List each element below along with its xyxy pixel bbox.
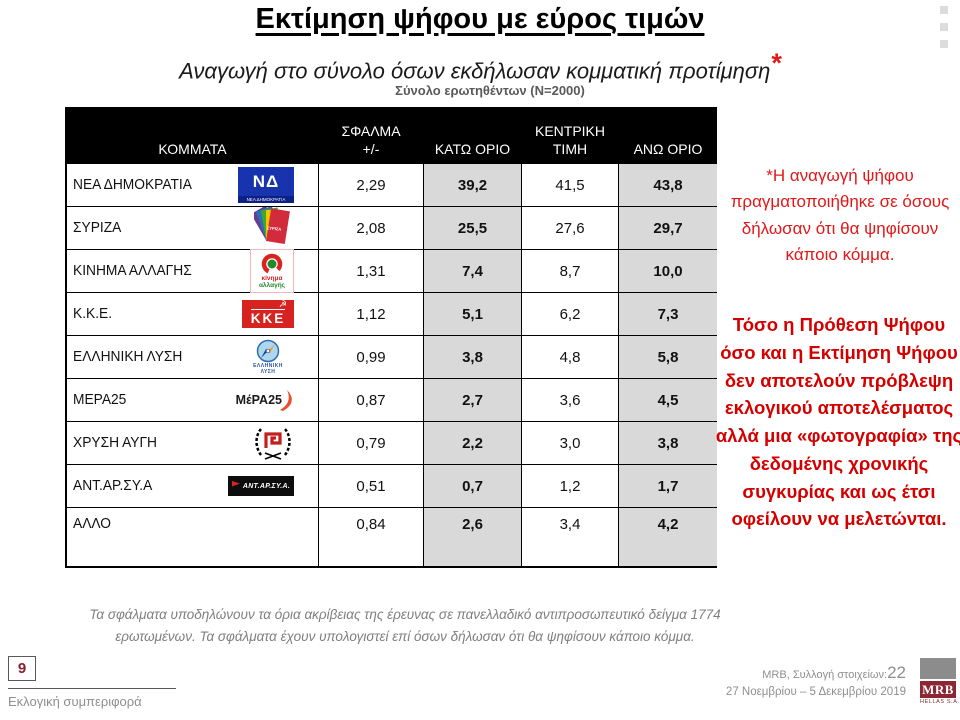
elliniki-lysi-logo: ΕΛΛΗΝΙΚΗ ΛΥΣΗ: [242, 339, 294, 376]
high-value: 3,8: [619, 422, 717, 465]
syriza-logo: ΣΥΡΙΖΑ: [254, 207, 294, 249]
mera25-logo: ΜέΡΑ25: [236, 388, 294, 412]
wreath-meander-icon: [255, 428, 291, 460]
party-name: ΕΛΛΗΝΙΚΗ ΛΥΣΗ: [73, 349, 183, 365]
high-value: 7,3: [619, 293, 717, 336]
party-name: ΜΕΡΑ25: [73, 392, 127, 408]
corner-marks: [940, 6, 950, 57]
central-value: 27,6: [522, 207, 619, 250]
corner-mark-icon: [940, 23, 948, 31]
error-value: 0,99: [319, 336, 424, 379]
header-central: ΚΕΝΤΡΙΚΗ ΤΙΜΗ: [522, 109, 619, 164]
mrb-logo-subtext: HELLAS S.A.: [920, 699, 960, 705]
header-parties: ΚΟΜΜΑΤΑ: [67, 109, 319, 164]
header-low: ΚΑΤΩ ΟΡΙΟ: [424, 109, 522, 164]
el-caption-line2: ΛΥΣΗ: [260, 369, 276, 375]
error-value: 0,84: [319, 508, 424, 566]
antarsya-logo: ΑΝΤ.ΑΡ.ΣΥ.Α.: [228, 476, 294, 496]
footer-section-label: Εκλογική συμπεριφορά: [8, 694, 142, 709]
party-name: Κ.Κ.Ε.: [73, 306, 113, 322]
low-value: 39,2: [424, 164, 522, 207]
xrysi-aygi-logo: [252, 424, 294, 462]
mera25-caption: ΜέΡΑ25: [235, 393, 282, 407]
central-value: 41,5: [522, 164, 619, 207]
hammer-sickle-icon: ☭: [278, 299, 287, 309]
nea-dimokratia-logo: ΝΔ ΝΕΑ ΔΗΜΟΚΡΑΤΙΑ: [238, 167, 294, 203]
page-title: Εκτίμηση ψήφου με εύρος τιμών: [255, 3, 705, 35]
central-value: 3,6: [522, 379, 619, 422]
warning-note: Τόσο η Πρόθεση Ψήφου όσο και η Εκτίμηση …: [715, 314, 960, 530]
kinal-swirl-icon: [261, 253, 283, 274]
high-value: 43,8: [619, 164, 717, 207]
error-value: 1,12: [319, 293, 424, 336]
corner-mark-icon: [940, 40, 948, 48]
compass-icon: [256, 339, 280, 362]
nd-caption: ΝΕΑ ΔΗΜΟΚΡΑΤΙΑ: [238, 196, 294, 203]
source-label: MRB, Συλλογή στοιχείων:: [762, 669, 888, 681]
central-value: 4,8: [522, 336, 619, 379]
error-value: 2,29: [319, 164, 424, 207]
low-value: 3,8: [424, 336, 522, 379]
footer-source: MRB, Συλλογή στοιχείων:22 27 Νοεμβρίου –…: [600, 662, 906, 700]
kinima-allagis-logo: κίνημα αλλαγής: [250, 249, 294, 293]
error-value: 0,79: [319, 422, 424, 465]
asterisk-note: *Η αναγωγή ψήφου πραγματοποιήθηκε σε όσο…: [730, 166, 950, 265]
low-value: 2,7: [424, 379, 522, 422]
footer-divider: [8, 688, 176, 689]
party-name: ΧΡΥΣΗ ΑΥΓΗ: [73, 435, 157, 451]
party-name: ΑΛΛΟ: [73, 516, 112, 532]
party-name: ΑΝΤ.ΑΡ.ΣΥ.Α: [73, 478, 153, 494]
low-value: 7,4: [424, 250, 522, 293]
central-value: 3,0: [522, 422, 619, 465]
party-name: ΝΕΑ ΔΗΜΟΚΡΑΤΙΑ: [73, 177, 192, 193]
el-caption-line1: ΕΛΛΗΝΙΚΗ: [253, 362, 283, 369]
error-value: 1,31: [319, 250, 424, 293]
high-value: 10,0: [619, 250, 717, 293]
error-value: 2,08: [319, 207, 424, 250]
syriza-flag-icon: [254, 207, 290, 244]
flame-swoosh-icon: [280, 390, 292, 411]
mrb-logo-text: MRB: [920, 681, 956, 698]
central-value: 3,4: [522, 508, 619, 566]
error-value: 0,51: [319, 465, 424, 508]
page-number-box: 9: [8, 656, 36, 681]
low-value: 2,6: [424, 508, 522, 566]
kke-logo: ☭ ΚΚΕ: [242, 300, 294, 328]
header-error: ΣΦΑΛΜΑ +/-: [319, 109, 424, 164]
source-number: 22: [887, 663, 906, 682]
antarsya-caption: ΑΝΤ.ΑΡ.ΣΥ.Α.: [242, 482, 291, 490]
high-value: 29,7: [619, 207, 717, 250]
high-value: 4,2: [619, 508, 717, 566]
nd-initials: ΝΔ: [252, 171, 280, 191]
high-value: 1,7: [619, 465, 717, 508]
error-margin-footnote: Τα σφάλματα υποδηλώνουν τα όρια ακρίβεια…: [89, 607, 721, 645]
header-high: ΑΝΩ ΟΡΙΟ: [619, 109, 717, 164]
high-value: 4,5: [619, 379, 717, 422]
mrb-logo: MRB HELLAS S.A.: [920, 658, 960, 705]
low-value: 25,5: [424, 207, 522, 250]
page-subtitle: Αναγωγή στο σύνολο όσων εκδήλωσαν κομματ…: [0, 46, 960, 84]
sample-size-note: Σύνολο ερωτηθέντων (N=2000): [395, 83, 585, 98]
high-value: 5,8: [619, 336, 717, 379]
fieldwork-dates: 27 Νοεμβρίου – 5 Δεκεμβρίου 2019: [725, 685, 906, 698]
kinal-caption-line2: αλλαγής: [258, 282, 286, 289]
low-value: 0,7: [424, 465, 522, 508]
kinal-caption-line1: κίνημα: [261, 274, 283, 282]
party-name: ΚΙΝΗΜΑ ΑΛΛΑΓΗΣ: [73, 263, 192, 279]
central-value: 8,7: [522, 250, 619, 293]
low-value: 5,1: [424, 293, 522, 336]
mrb-logo-gray-block: [920, 658, 956, 679]
party-name: ΣΥΡΙΖΑ: [73, 220, 122, 236]
asterisk-marker: *: [771, 48, 782, 78]
kke-caption: ΚΚΕ: [250, 308, 286, 326]
central-value: 6,2: [522, 293, 619, 336]
error-value: 0,87: [319, 379, 424, 422]
results-table: ΚΟΜΜΑΤΑ ΣΦΑΛΜΑ +/- ΚΑΤΩ ΟΡΙΟ ΚΕΝΤΡΙΚΗ ΤΙ…: [65, 107, 717, 568]
central-value: 1,2: [522, 465, 619, 508]
corner-mark-icon: [940, 6, 948, 14]
subtitle-text: Αναγωγή στο σύνολο όσων εκδήλωσαν κομματ…: [179, 58, 771, 84]
low-value: 2,2: [424, 422, 522, 465]
red-flag-icon: [231, 481, 240, 491]
